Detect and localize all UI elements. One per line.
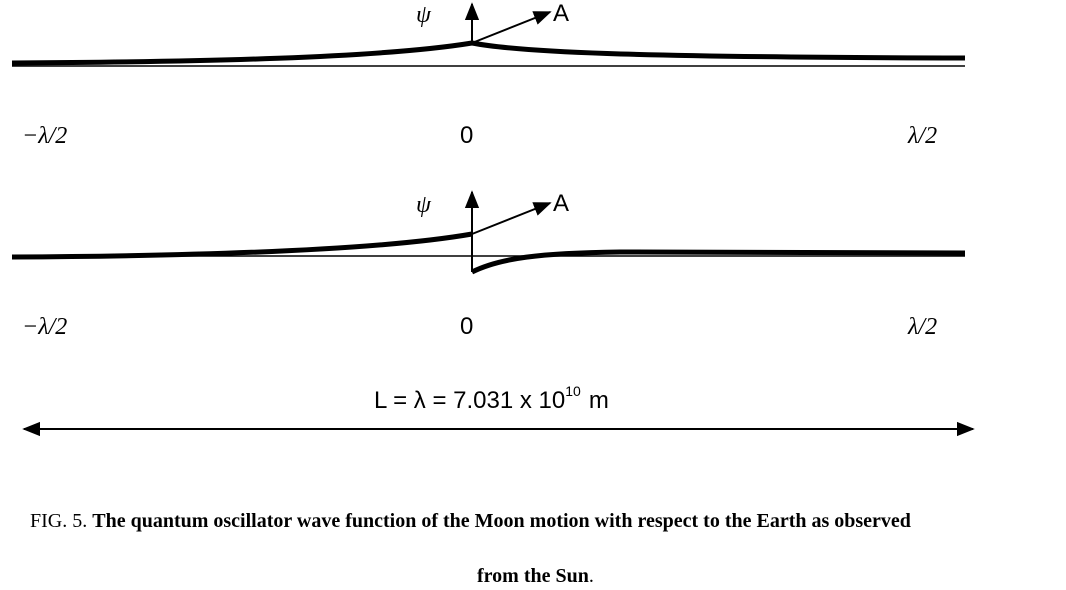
right-label: λ/2	[907, 123, 937, 149]
a-vector	[471, 11, 552, 44]
length-label: L = λ = 7.031 x 1010 m	[374, 383, 609, 414]
caption-end: .	[589, 565, 594, 587]
left-label: −λ/2	[22, 314, 67, 340]
psi-label: ψ	[416, 192, 432, 218]
wave-curve	[11, 40, 966, 66]
caption-text: The quantum oscillator wave function of …	[92, 510, 911, 532]
caption-line-2: from the Sun.	[477, 565, 594, 587]
panel-2: ψ A −λ/2 0 λ/2	[11, 190, 966, 340]
caption-line-1: FIG. 5. The quantum oscillator wave funct…	[30, 510, 911, 532]
right-label: λ/2	[907, 314, 937, 340]
left-label: −λ/2	[22, 123, 67, 149]
length-text: L = λ = 7.031 x 10	[374, 387, 565, 414]
psi-label: ψ	[416, 2, 432, 28]
center-label: 0	[460, 313, 473, 340]
length-exponent: 10	[565, 383, 581, 399]
length-unit: m	[589, 387, 609, 414]
center-label: 0	[460, 122, 473, 149]
a-label: A	[553, 190, 569, 217]
wave-curve-right	[470, 249, 966, 275]
a-vector	[471, 202, 552, 235]
a-label: A	[553, 0, 569, 27]
caption-text-2: from the Sun	[477, 565, 589, 587]
caption-label: FIG. 5.	[30, 510, 87, 532]
panel-1: ψ A −λ/2 0 λ/2	[11, 0, 966, 149]
wave-curve-left	[11, 231, 473, 260]
